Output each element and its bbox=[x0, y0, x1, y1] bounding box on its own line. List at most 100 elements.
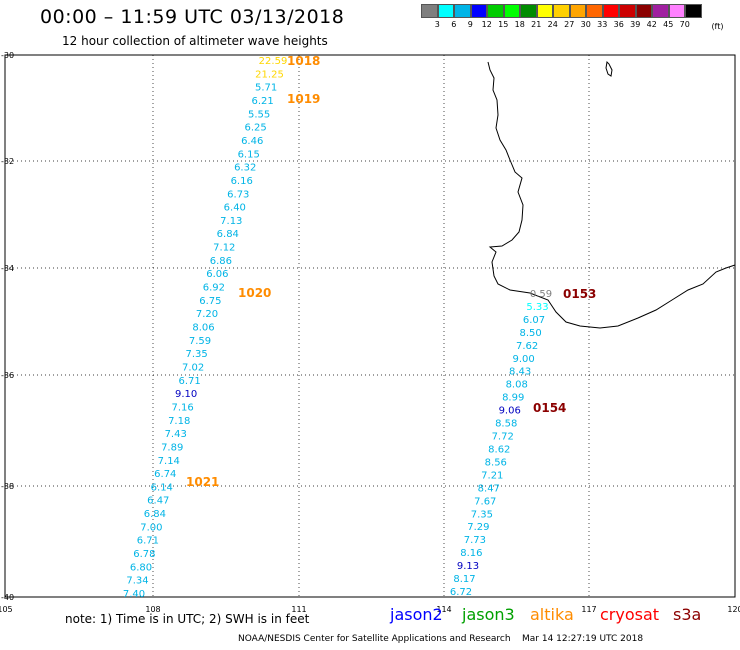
wave-height-value: 7.18 bbox=[168, 416, 190, 427]
legend-labels: 3 6 9 12 15 18 21 24 27 30 33 36 39 42 45 70 bbox=[429, 18, 702, 29]
legend-swatch bbox=[437, 4, 454, 18]
footnote: note: 1) Time is in UTC; 2) SWH is in fe… bbox=[65, 612, 310, 626]
color-legend: 3 6 9 12 15 18 21 24 27 30 33 36 39 42 45 70 (ft) bbox=[421, 4, 724, 31]
legend-swatch bbox=[454, 4, 471, 18]
legend-label: 33 bbox=[597, 20, 608, 29]
legend-label: 70 bbox=[679, 20, 690, 29]
wave-height-value: 6.40 bbox=[224, 203, 246, 214]
wave-height-value: 7.21 bbox=[481, 470, 503, 481]
longitude-labels: 105 108 111 114 117 120 bbox=[0, 605, 740, 614]
pass-time-label: 0153 bbox=[563, 287, 596, 301]
longitude-label: 117 bbox=[581, 605, 596, 614]
wave-height-value: 22.59 bbox=[259, 56, 288, 67]
legend-swatch bbox=[569, 4, 586, 18]
legend-label: 12 bbox=[481, 20, 492, 29]
wave-height-value: 9.00 bbox=[512, 354, 534, 365]
wave-height-value: 6.84 bbox=[217, 229, 239, 240]
wave-height-value: 6.21 bbox=[251, 96, 273, 107]
latitude-label: -32 bbox=[1, 157, 14, 166]
wave-height-value: 6.71 bbox=[137, 536, 159, 547]
legend-label: 24 bbox=[547, 20, 558, 29]
wave-height-value: 6.80 bbox=[130, 562, 152, 573]
latitude-label: -34 bbox=[1, 264, 14, 273]
wave-height-value: 7.13 bbox=[220, 216, 242, 227]
island-outline bbox=[605, 60, 613, 77]
wave-height-value: 9.10 bbox=[175, 389, 197, 400]
legend-label: 6 bbox=[451, 20, 457, 29]
pass-time-label: 1021 bbox=[186, 475, 219, 489]
wave-height-value: 5.71 bbox=[255, 83, 277, 94]
satellite-jason3: jason3 bbox=[462, 605, 515, 624]
wave-height-value: 6.73 bbox=[227, 189, 249, 200]
longitude-label: 114 bbox=[436, 605, 451, 614]
wave-height-value: 8.17 bbox=[453, 574, 475, 585]
legend-label: 39 bbox=[630, 20, 641, 29]
wave-height-value: 6.14 bbox=[151, 482, 173, 493]
longitude-label: 120 bbox=[727, 605, 740, 614]
wave-height-value: 7.20 bbox=[196, 309, 218, 320]
wave-height-value: 9.06 bbox=[499, 406, 521, 417]
wave-height-value: 9.13 bbox=[457, 561, 479, 572]
wave-height-value: 8.50 bbox=[519, 328, 541, 339]
map-frame bbox=[4, 54, 736, 598]
wave-height-value: 8.16 bbox=[460, 548, 482, 559]
legend-swatch bbox=[685, 4, 702, 18]
longitude-label: 111 bbox=[291, 605, 306, 614]
wave-height-value: 7.43 bbox=[165, 429, 187, 440]
credit-line: NOAA/NESDIS Center for Satellite Applica… bbox=[238, 634, 644, 644]
wave-height-value: 6.15 bbox=[238, 149, 260, 160]
legend-swatch bbox=[421, 4, 438, 18]
wave-height-value: 6.07 bbox=[523, 315, 545, 326]
legend-label: 42 bbox=[646, 20, 657, 29]
legend-swatch bbox=[652, 4, 669, 18]
satellite-altika: altika bbox=[530, 605, 574, 624]
legend-label: 18 bbox=[514, 20, 525, 29]
wave-height-value: 7.34 bbox=[126, 576, 148, 587]
wave-height-value: 7.35 bbox=[185, 349, 207, 360]
wave-height-value: 6.92 bbox=[203, 283, 225, 294]
wave-height-value: 7.73 bbox=[464, 535, 486, 546]
legend-label: 36 bbox=[613, 20, 624, 29]
legend-swatch bbox=[536, 4, 553, 18]
wave-height-value: 6.71 bbox=[178, 376, 200, 387]
australia-coastline bbox=[487, 61, 736, 329]
legend-label: 21 bbox=[531, 20, 542, 29]
satellite-s3a: s3a bbox=[673, 605, 702, 624]
wave-height-value: 7.89 bbox=[161, 442, 183, 453]
wave-height-value: 6.32 bbox=[234, 163, 256, 174]
wave-height-value: 7.02 bbox=[182, 363, 204, 374]
legend-swatch bbox=[602, 4, 619, 18]
wave-height-value: 6.74 bbox=[154, 469, 176, 480]
legend-label: 9 bbox=[467, 20, 473, 29]
legend-label: 30 bbox=[580, 20, 591, 29]
wave-height-value: 7.12 bbox=[213, 243, 235, 254]
wave-height-value: 6.75 bbox=[199, 296, 221, 307]
satellite-cryosat: cryosat bbox=[600, 605, 660, 624]
wave-height-value: 8.62 bbox=[488, 445, 510, 456]
legend-swatch bbox=[470, 4, 487, 18]
wave-height-value: 6.16 bbox=[231, 176, 253, 187]
legend-unit: (ft) bbox=[711, 22, 724, 31]
wave-height-value: 7.40 bbox=[123, 589, 145, 600]
latitude-label: -38 bbox=[1, 482, 14, 491]
map-title: 00:00 – 11:59 UTC 03/13/2018 bbox=[40, 6, 345, 28]
wave-height-value: 6.25 bbox=[244, 123, 266, 134]
legend-swatch bbox=[586, 4, 603, 18]
grid-lines bbox=[5, 55, 735, 597]
latitude-label: -36 bbox=[1, 371, 14, 380]
legend-label: 45 bbox=[663, 20, 674, 29]
wave-height-value: 7.59 bbox=[189, 336, 211, 347]
legend-swatch bbox=[487, 4, 504, 18]
wave-height-value: 6.47 bbox=[147, 496, 169, 507]
legend-label: 15 bbox=[498, 20, 509, 29]
satellite-jason2: jason2 bbox=[390, 605, 443, 624]
legend-swatch bbox=[619, 4, 636, 18]
track-values: 22.59 21.25 5.71 6.21 5.55 6.25 6.46 6.15 6.32 6.… bbox=[123, 56, 552, 600]
legend-swatch bbox=[503, 4, 520, 18]
wave-height-value: 8.56 bbox=[485, 457, 507, 468]
wave-height-value: 8.99 bbox=[502, 393, 524, 404]
wave-height-value: 7.29 bbox=[467, 522, 489, 533]
wave-height-value: 8.47 bbox=[478, 483, 500, 494]
legend-swatch bbox=[520, 4, 537, 18]
